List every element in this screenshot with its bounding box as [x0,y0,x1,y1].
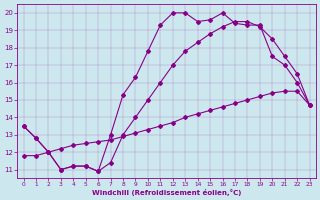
X-axis label: Windchill (Refroidissement éolien,°C): Windchill (Refroidissement éolien,°C) [92,189,241,196]
